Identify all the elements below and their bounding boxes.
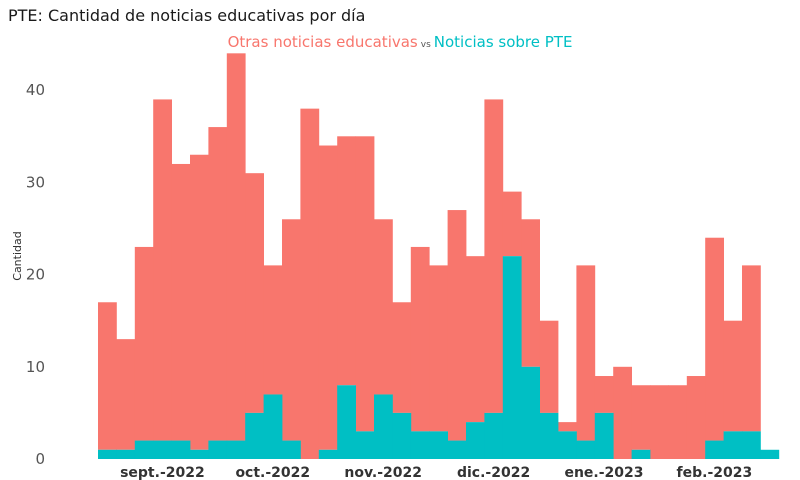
- bar-pte-15: [374, 394, 393, 459]
- bar-pte-20: [466, 422, 485, 459]
- legend-otras: Otras noticias educativas: [227, 33, 418, 51]
- bar-pte-26: [576, 440, 596, 459]
- bar-otras-6: [208, 127, 228, 441]
- chart-legend: Otras noticias educativas vs Noticias sobr…: [0, 33, 800, 51]
- bar-pte-17: [410, 431, 430, 459]
- chart-title: PTE: Cantidad de noticias educativas por…: [8, 6, 366, 25]
- bar-otras-13: [337, 136, 356, 386]
- bar-otras-33: [705, 237, 724, 441]
- bar-pte-25: [558, 431, 577, 459]
- bar-pte-16: [392, 412, 412, 459]
- bar-otras-11: [300, 108, 320, 459]
- bar-otras-27: [594, 376, 614, 413]
- bar-pte-8: [245, 412, 264, 459]
- bar-pte-21: [484, 412, 504, 459]
- bar-otras-34: [723, 320, 743, 432]
- bar-pte-23: [521, 366, 540, 459]
- bar-pte-7: [226, 440, 246, 459]
- x-tick-label: oct.-2022: [235, 465, 310, 480]
- bar-pte-18: [429, 431, 448, 459]
- bar-pte-12: [318, 449, 338, 459]
- bar-otras-17: [410, 246, 430, 432]
- bar-otras-25: [558, 422, 577, 432]
- bar-pte-1: [116, 449, 136, 459]
- bar-otras-16: [392, 302, 412, 413]
- bar-otras-28: [613, 366, 632, 459]
- y-axis-label: Cantidad: [11, 231, 24, 280]
- bar-otras-26: [576, 265, 596, 441]
- legend-vs: vs: [420, 40, 431, 50]
- bar-pte-10: [282, 440, 301, 459]
- bar-pte-13: [337, 385, 356, 459]
- bar-pte-6: [208, 440, 228, 459]
- bar-otras-3: [153, 99, 172, 441]
- bar-otras-30: [650, 385, 669, 459]
- bar-pte-9: [263, 394, 283, 459]
- y-tick-label: 0: [35, 450, 45, 468]
- bar-otras-20: [466, 256, 485, 423]
- bar-otras-14: [355, 136, 375, 432]
- y-tick-label: 10: [26, 358, 45, 376]
- bar-otras-35: [742, 265, 761, 432]
- bar-otras-23: [521, 219, 540, 367]
- bar-pte-0: [98, 449, 117, 459]
- bar-pte-24: [539, 412, 559, 459]
- bar-pte-14: [355, 431, 375, 459]
- bar-pte-4: [171, 440, 191, 459]
- x-tick-label: feb.-2023: [677, 465, 753, 480]
- bar-otras-4: [171, 163, 191, 441]
- bar-otras-7: [226, 53, 246, 441]
- bar-pte-5: [190, 449, 209, 459]
- bar-otras-29: [631, 385, 651, 450]
- bar-pte-27: [594, 412, 614, 459]
- y-tick-label: 40: [26, 81, 45, 99]
- bar-pte-19: [447, 440, 467, 459]
- bar-pte-22: [502, 256, 522, 459]
- bar-otras-32: [686, 376, 706, 459]
- bar-otras-10: [282, 219, 301, 441]
- bar-otras-24: [539, 320, 559, 413]
- bar-otras-15: [374, 219, 393, 395]
- bar-otras-1: [116, 339, 136, 450]
- bar-otras-19: [447, 210, 467, 441]
- bar-pte-3: [153, 440, 172, 459]
- bar-pte-33: [705, 440, 724, 459]
- y-tick-label: 30: [26, 173, 45, 191]
- x-tick-label: nov.-2022: [344, 465, 422, 480]
- x-tick-label: dic.-2022: [457, 465, 530, 480]
- bar-otras-21: [484, 99, 504, 413]
- bar-pte-35: [742, 431, 761, 459]
- bar-otras-0: [98, 302, 117, 450]
- x-tick-label: sept.-2022: [120, 465, 205, 480]
- bar-otras-9: [263, 265, 283, 395]
- x-tick-label: ene.-2023: [564, 465, 643, 480]
- bar-pte-2: [134, 440, 154, 459]
- legend-pte: Noticias sobre PTE: [433, 33, 573, 51]
- bar-otras-18: [429, 265, 448, 432]
- bar-otras-12: [318, 145, 338, 450]
- bar-pte-36: [760, 449, 780, 459]
- bar-pte-34: [723, 431, 743, 459]
- bar-otras-22: [502, 191, 522, 257]
- y-tick-label: 20: [26, 266, 45, 284]
- bar-otras-5: [190, 154, 209, 450]
- bar-otras-2: [134, 246, 154, 441]
- bar-otras-8: [245, 173, 264, 413]
- bar-otras-31: [668, 385, 688, 459]
- bar-pte-29: [631, 449, 651, 459]
